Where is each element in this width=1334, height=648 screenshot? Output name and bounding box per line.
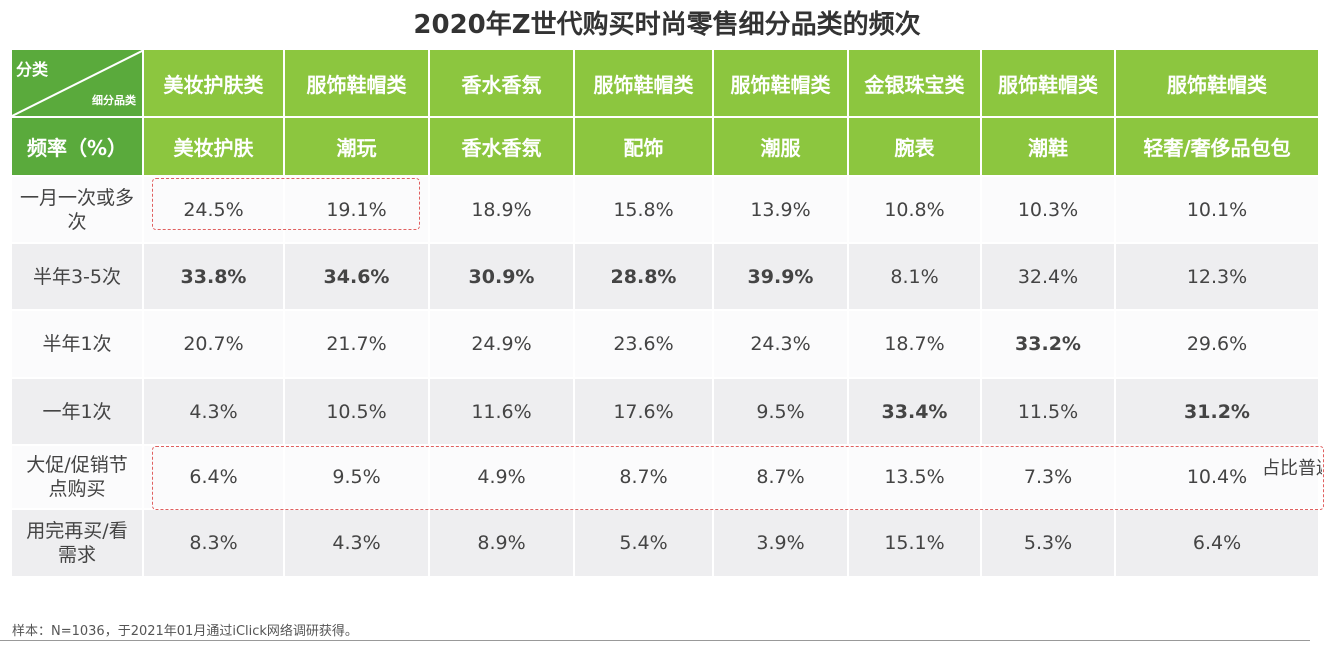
- row-label: 半年3-5次: [10, 242, 144, 311]
- table-cell: 23.6%: [573, 309, 714, 379]
- subcategory-row: 频率（%） 美妆护肤 潮玩 香水香氛 配饰 潮服 腕表 潮鞋 轻奢/奢侈品包包: [10, 116, 1320, 177]
- table-cell: 10.5%: [283, 377, 430, 446]
- table-cell: 30.9%: [428, 242, 575, 311]
- subcategory-header: 腕表: [847, 116, 982, 177]
- table-cell: 33.8%: [142, 242, 285, 311]
- category-header: 香水香氛: [428, 48, 575, 118]
- frequency-table: 分类 细分品类 美妆护肤类 服饰鞋帽类 香水香氛 服饰鞋帽类 服饰鞋帽类 金银珠宝类 服饰鞋帽类…: [10, 48, 1320, 578]
- table-cell: 11.5%: [980, 377, 1116, 446]
- table-cell: 12.3%: [1114, 242, 1320, 311]
- chart-title: 2020年Z世代购买时尚零售细分品类的频次: [413, 10, 921, 40]
- highlight-box-monthly: [152, 178, 420, 230]
- category-row: 分类 细分品类 美妆护肤类 服饰鞋帽类 香水香氛 服饰鞋帽类 服饰鞋帽类 金银珠宝类 服饰鞋帽类…: [10, 48, 1320, 118]
- row-label: 用完再买/看需求: [10, 508, 144, 578]
- category-header: 服饰鞋帽类: [980, 48, 1116, 118]
- table-cell: 8.3%: [142, 508, 285, 578]
- table-cell: 5.3%: [980, 508, 1116, 578]
- table-cell: 21.7%: [283, 309, 430, 379]
- row-label: 一月一次或多次: [10, 175, 144, 244]
- table-cell: 5.4%: [573, 508, 714, 578]
- table-cell: 8.7%: [712, 444, 849, 510]
- table-cell: 11.6%: [428, 377, 575, 446]
- table-cell: 6.4%: [1114, 508, 1320, 578]
- table-cell: 9.5%: [712, 377, 849, 446]
- table-cell: 39.9%: [712, 242, 849, 311]
- table-cell: 8.1%: [847, 242, 982, 311]
- table-row: 用完再买/看需求 8.3% 4.3% 8.9% 5.4% 3.9% 15.1% 5.3% 6.4…: [10, 508, 1320, 578]
- table-cell: 24.3%: [712, 309, 849, 379]
- subcategory-header: 美妆护肤: [142, 116, 285, 177]
- table-cell: 19.1%: [283, 175, 430, 244]
- table-cell: 33.4%: [847, 377, 982, 446]
- row-label: 一年1次: [10, 377, 144, 446]
- table-row: 一年1次 4.3% 10.5% 11.6% 17.6% 9.5% 33.4% 11.5% 31.…: [10, 377, 1320, 446]
- table-cell: 33.2%: [980, 309, 1116, 379]
- table-cell: 8.9%: [428, 508, 575, 578]
- table-cell: 6.4%: [142, 444, 285, 510]
- subcategory-header: 潮服: [712, 116, 849, 177]
- table-cell: 15.1%: [847, 508, 982, 578]
- category-header: 服饰鞋帽类: [573, 48, 714, 118]
- table-cell: 32.4%: [980, 242, 1116, 311]
- table-row: 大促/促销节点购买 6.4% 9.5% 4.9% 8.7% 8.7% 13.5% 7.3% 10…: [10, 444, 1320, 510]
- table-cell: 10.8%: [847, 175, 982, 244]
- category-header: 美妆护肤类: [142, 48, 285, 118]
- diagonal-line: [13, 51, 141, 115]
- table-cell: 20.7%: [142, 309, 285, 379]
- table-cell: 18.9%: [428, 175, 575, 244]
- table-row: 半年1次 20.7% 21.7% 24.9% 23.6% 24.3% 18.7% 33.2% 2…: [10, 309, 1320, 379]
- table-cell: 4.3%: [142, 377, 285, 446]
- table-cell: 8.7%: [573, 444, 714, 510]
- table-cell: 17.6%: [573, 377, 714, 446]
- table-cell: 10.4%: [1114, 444, 1320, 510]
- annotation-note: 占比普遍较低: [1262, 458, 1322, 479]
- table-row: 一月一次或多次 24.5% 19.1% 18.9% 15.8% 13.9% 10.8% 10.…: [10, 175, 1320, 244]
- corner-bottom-label: 细分品类: [92, 94, 136, 107]
- table-cell: 15.8%: [573, 175, 714, 244]
- subcategory-header: 香水香氛: [428, 116, 575, 177]
- highlight-box-promotion: [152, 446, 1324, 510]
- table-cell: 34.6%: [283, 242, 430, 311]
- table-cell: 28.8%: [573, 242, 714, 311]
- table-cell: 3.9%: [712, 508, 849, 578]
- subcategory-header: 潮鞋: [980, 116, 1116, 177]
- subcategory-header: 配饰: [573, 116, 714, 177]
- row-header-label: 频率（%）: [10, 116, 144, 177]
- category-header: 服饰鞋帽类: [1114, 48, 1320, 118]
- table-cell: 7.3%: [980, 444, 1116, 510]
- table-row: 半年3-5次 33.8% 34.6% 30.9% 28.8% 39.9% 8.1% 32.4%…: [10, 242, 1320, 311]
- table-cell: 10.1%: [1114, 175, 1320, 244]
- category-header: 金银珠宝类: [847, 48, 982, 118]
- table-cell: 9.5%: [283, 444, 430, 510]
- table-cell: 18.7%: [847, 309, 982, 379]
- footer-divider: [0, 640, 1310, 641]
- table-cell: 29.6%: [1114, 309, 1320, 379]
- table-cell: 13.9%: [712, 175, 849, 244]
- category-header: 服饰鞋帽类: [712, 48, 849, 118]
- table-cell: 24.5%: [142, 175, 285, 244]
- subcategory-header: 潮玩: [283, 116, 430, 177]
- row-label: 半年1次: [10, 309, 144, 379]
- table-cell: 13.5%: [847, 444, 982, 510]
- footer-source: 样本：N=1036，于2021年01月通过iClick网络调研获得。: [12, 624, 358, 639]
- table-cell: 10.3%: [980, 175, 1116, 244]
- corner-cell: 分类细分品类: [10, 48, 144, 118]
- table-cell: 4.3%: [283, 508, 430, 578]
- corner-top-label: 分类: [16, 60, 49, 79]
- table-cell: 24.9%: [428, 309, 575, 379]
- table-cell: 4.9%: [428, 444, 575, 510]
- category-header: 服饰鞋帽类: [283, 48, 430, 118]
- subcategory-header: 轻奢/奢侈品包包: [1114, 116, 1320, 177]
- table-cell: 31.2%: [1114, 377, 1320, 446]
- row-label: 大促/促销节点购买: [10, 444, 144, 510]
